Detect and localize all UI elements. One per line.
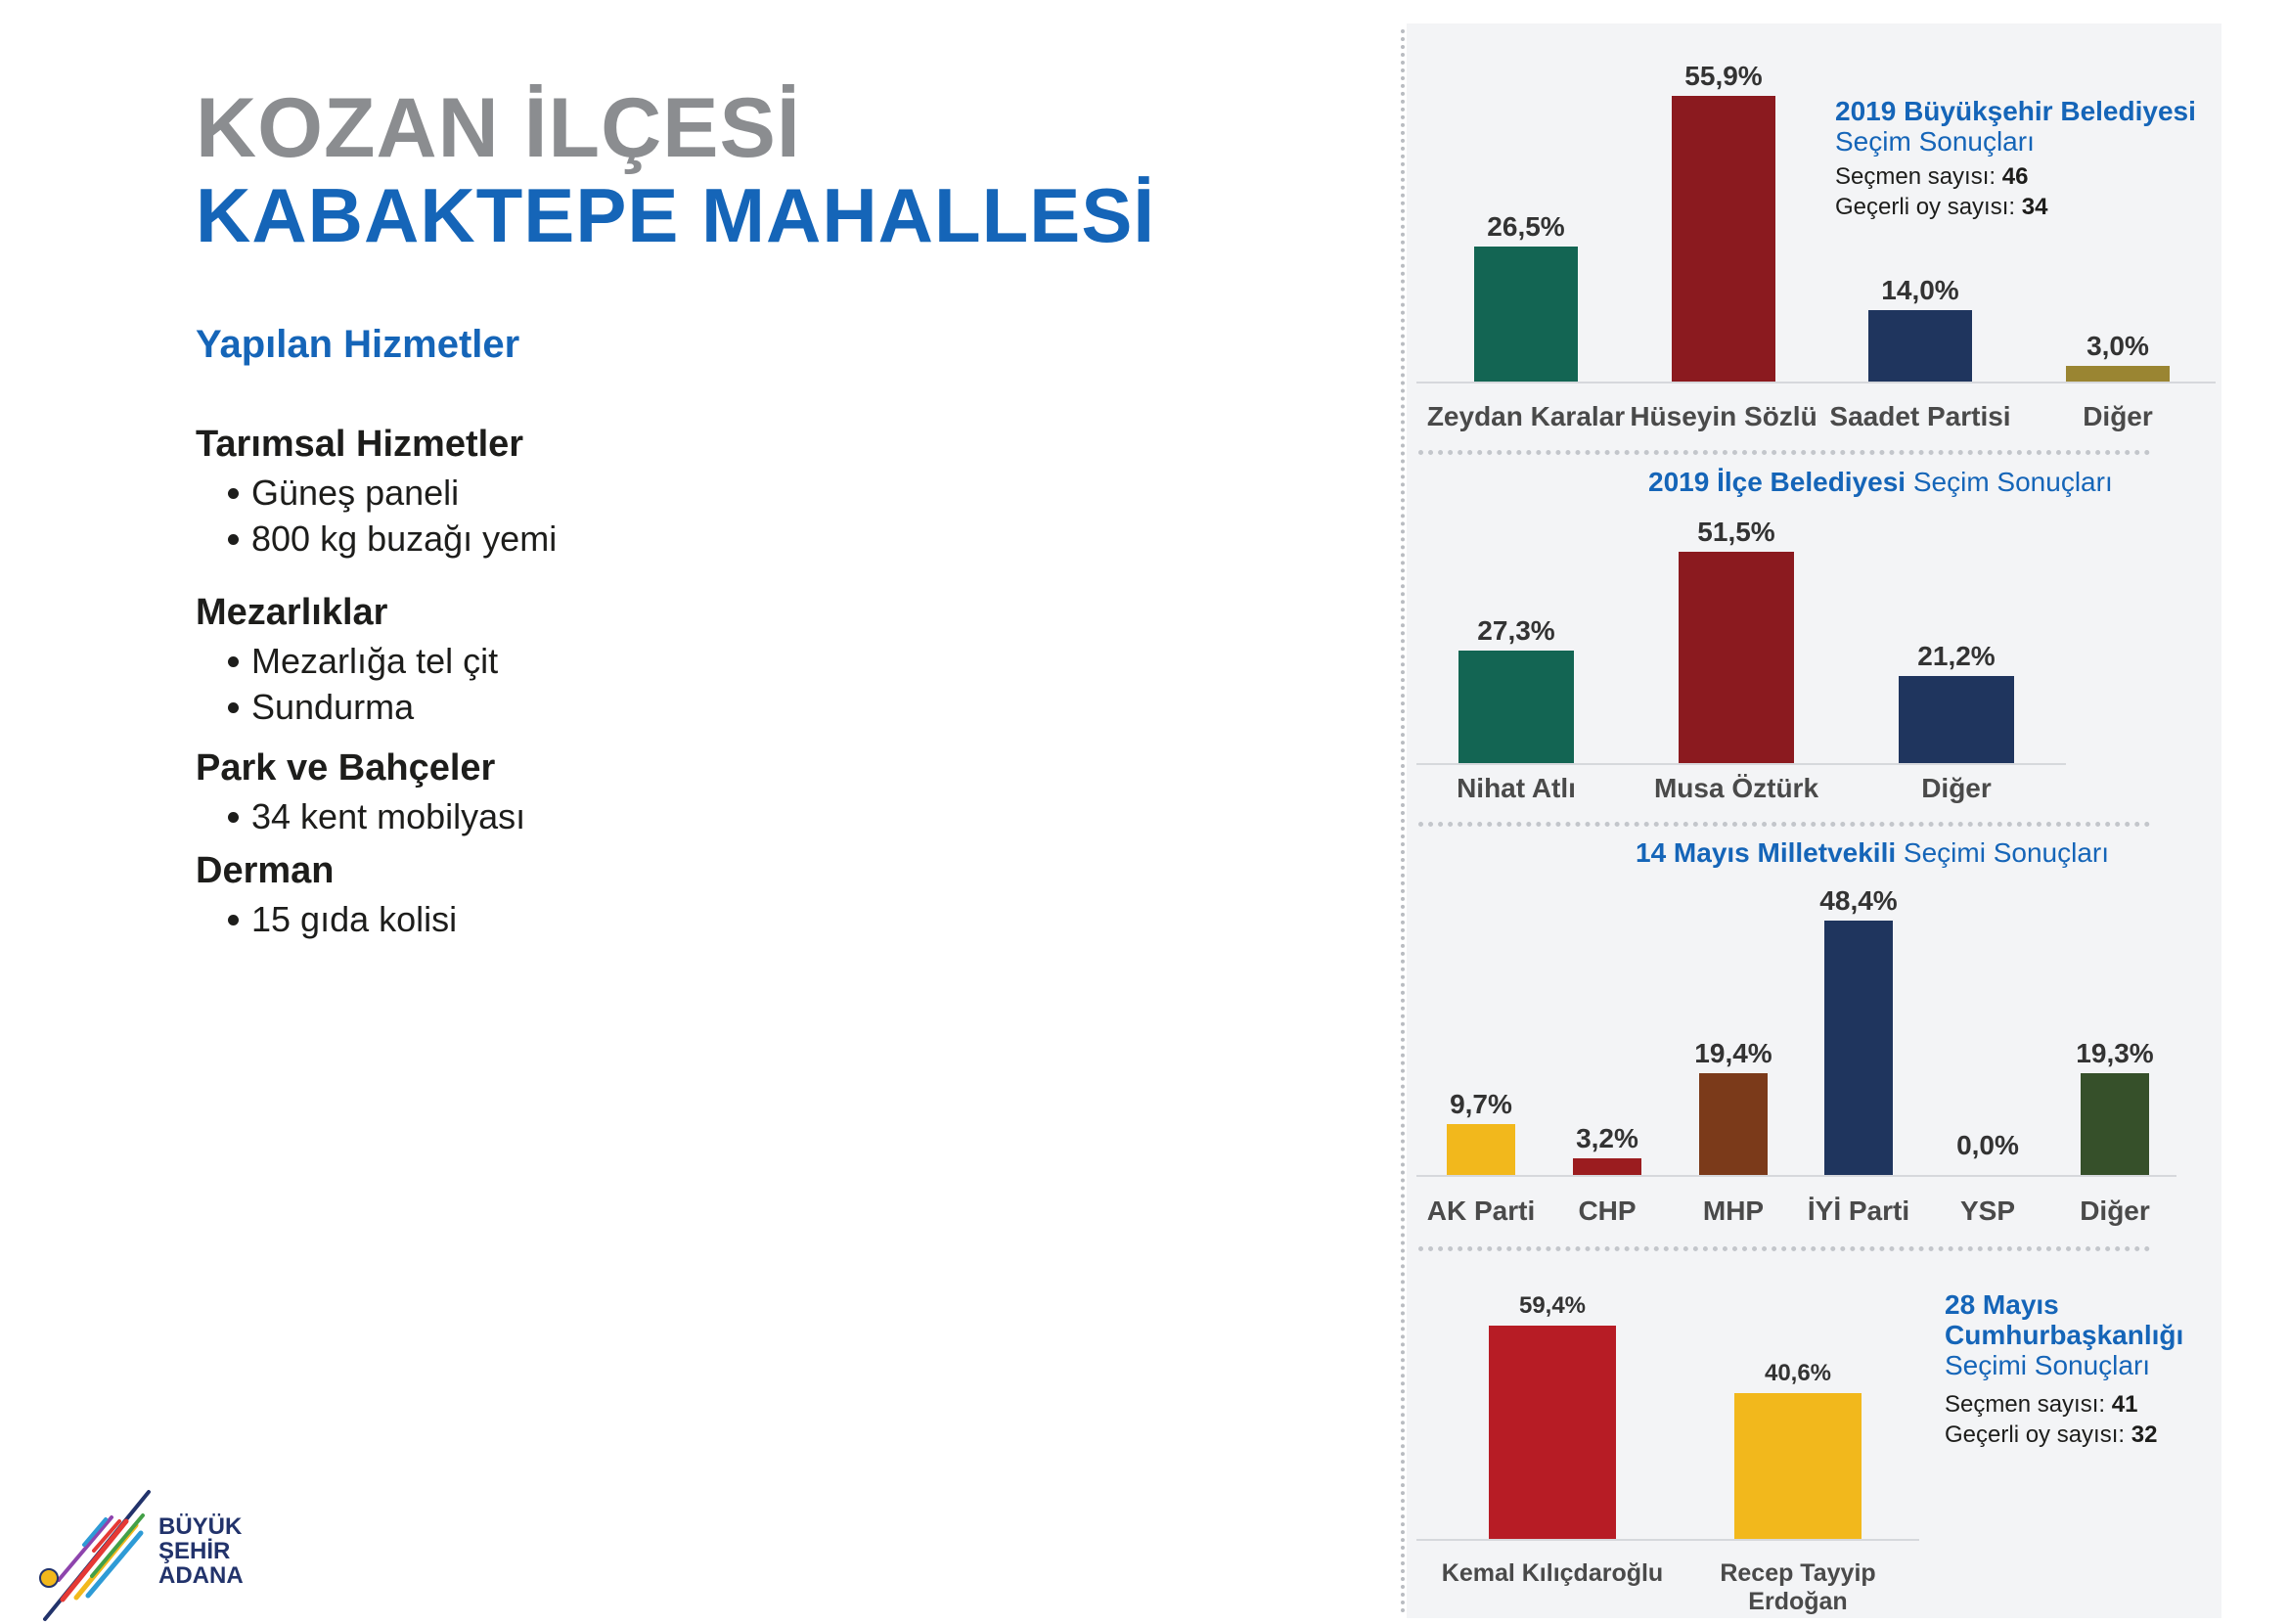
- chart2-category-label: Musa Öztürk: [1653, 773, 1819, 803]
- chart1-bar: [2066, 366, 2170, 382]
- adana-logo-icon: [39, 1490, 151, 1621]
- chart2-bar: [1899, 676, 2014, 763]
- service-group-parks: Park ve Bahçeler 34 kent mobilyası: [196, 747, 525, 842]
- chart1-bar: [1672, 96, 1775, 382]
- panel-divider: [1401, 29, 1405, 1614]
- chart1-bar: [1474, 247, 1578, 382]
- bullet-icon: [228, 534, 239, 545]
- service-item: 34 kent mobilyası: [196, 796, 525, 842]
- service-item: Mezarlığa tel çit: [196, 641, 498, 687]
- chart3-value-label: 19,3%: [2076, 1038, 2154, 1068]
- section-divider: [1418, 822, 2150, 827]
- service-item: Sundurma: [196, 687, 498, 733]
- chart1-value-label: 55,9%: [1684, 61, 1763, 91]
- section-divider: [1418, 450, 2150, 455]
- voter-count: Seçmen sayısı: 41: [1945, 1391, 2138, 1418]
- chart3-category-label: İYİ Parti: [1807, 1195, 1910, 1226]
- chart1-category-label: Zeydan Karalar: [1426, 401, 1626, 431]
- chart3-title: 14 Mayıs Milletvekili Seçimi Sonuçları: [1636, 837, 2110, 868]
- chart3-baseline: [1416, 1175, 2176, 1177]
- service-category: Derman: [196, 850, 335, 891]
- service-category: Tarımsal Hizmetler: [196, 424, 524, 465]
- section-divider: [1418, 1246, 2150, 1251]
- service-group-cemeteries: Mezarlıklar Mezarlığa tel çit Sundurma: [196, 592, 498, 733]
- service-group-agriculture: Tarımsal Hizmetler Güneş paneli 800 kg b…: [196, 424, 557, 564]
- chart2-bar: [1458, 651, 1574, 763]
- chart4-value-label: 40,6%: [1764, 1360, 1832, 1386]
- chart4-info: Seçmen sayısı: 41 Geçerli oy sayısı: 32: [1945, 1389, 2157, 1450]
- chart1-category-label: Saadet Partisi: [1829, 401, 2011, 431]
- chart1-bar: [1868, 310, 1972, 382]
- chart2-value-label: 27,3%: [1477, 615, 1555, 646]
- bullet-icon: [228, 488, 239, 499]
- chart3-bar: [1447, 1124, 1515, 1175]
- chart3-value-label: 0,0%: [1956, 1130, 2019, 1160]
- valid-vote-count: Geçerli oy sayısı: 34: [1835, 194, 2048, 220]
- chart3-value-label: 9,7%: [1450, 1089, 1512, 1119]
- service-item: 15 gıda kolisi: [196, 899, 457, 945]
- chart4-category-label: Recep Tayyip Erdoğan: [1720, 1559, 1876, 1615]
- chart2-value-label: 21,2%: [1917, 641, 1996, 671]
- chart1-title: 2019 Büyükşehir Belediyesi Seçim Sonuçla…: [1835, 96, 2196, 157]
- chart1-category-label: Hüseyin Sözlü: [1630, 401, 1817, 431]
- chart4-category-label: Kemal Kılıçdaroğlu: [1441, 1559, 1664, 1587]
- chart3-value-label: 3,2%: [1576, 1123, 1638, 1153]
- chart3-category-label: CHP: [1578, 1195, 1637, 1226]
- chart3-bar: [2081, 1073, 2149, 1175]
- service-category: Mezarlıklar: [196, 592, 388, 633]
- chart1-baseline: [1416, 382, 2216, 383]
- chart4-value-label: 59,4%: [1518, 1292, 1587, 1319]
- chart1-value-label: 3,0%: [2086, 331, 2149, 361]
- chart3-bar: [1573, 1158, 1641, 1175]
- chart2-category-label: Nihat Atlı: [1457, 773, 1576, 803]
- chart1-info: Seçmen sayısı: 46 Geçerli oy sayısı: 34: [1835, 161, 2047, 222]
- valid-vote-count: Geçerli oy sayısı: 32: [1945, 1421, 2158, 1448]
- service-group-derman: Derman 15 gıda kolisi: [196, 850, 457, 945]
- chart3-category-label: YSP: [1959, 1195, 2016, 1226]
- chart2-value-label: 51,5%: [1697, 517, 1775, 547]
- chart3-category-label: Diğer: [2080, 1195, 2150, 1226]
- chart4-bar: [1489, 1326, 1616, 1539]
- chart3-bar: [1699, 1073, 1768, 1175]
- bullet-icon: [228, 812, 239, 823]
- logo-text: BÜYÜK ŞEHİR ADANA: [158, 1513, 244, 1589]
- chart1-category-label: Diğer: [2083, 401, 2153, 431]
- chart2-bar: [1679, 552, 1794, 763]
- chart3-category-label: AK Parti: [1426, 1195, 1536, 1226]
- chart1-value-label: 14,0%: [1881, 275, 1959, 305]
- chart2-category-label: Diğer: [1921, 773, 1992, 803]
- chart4-bar: [1734, 1393, 1862, 1539]
- services-heading: Yapılan Hizmetler: [196, 323, 520, 366]
- chart2-baseline: [1416, 763, 2066, 765]
- bullet-icon: [228, 656, 239, 667]
- chart3-bar: [1824, 921, 1893, 1175]
- chart2-title: 2019 İlçe Belediyesi Seçim Sonuçları: [1648, 467, 2113, 497]
- voter-count: Seçmen sayısı: 46: [1835, 163, 2029, 190]
- chart3-value-label: 48,4%: [1819, 885, 1898, 916]
- chart4-title: 28 Mayıs Cumhurbaşkanlığı Seçimi Sonuçla…: [1945, 1289, 2184, 1380]
- chart1-value-label: 26,5%: [1487, 211, 1565, 242]
- bullet-icon: [228, 702, 239, 713]
- service-item: Güneş paneli: [196, 473, 557, 519]
- service-item: 800 kg buzağı yemi: [196, 519, 557, 564]
- neighborhood-title: KABAKTEPE MAHALLESİ: [196, 172, 1156, 258]
- bullet-icon: [228, 915, 239, 925]
- chart3-value-label: 19,4%: [1694, 1038, 1772, 1068]
- service-category: Park ve Bahçeler: [196, 747, 496, 789]
- district-title: KOZAN İLÇESİ: [196, 81, 801, 175]
- chart4-baseline: [1416, 1539, 1919, 1541]
- chart3-category-label: MHP: [1702, 1195, 1765, 1226]
